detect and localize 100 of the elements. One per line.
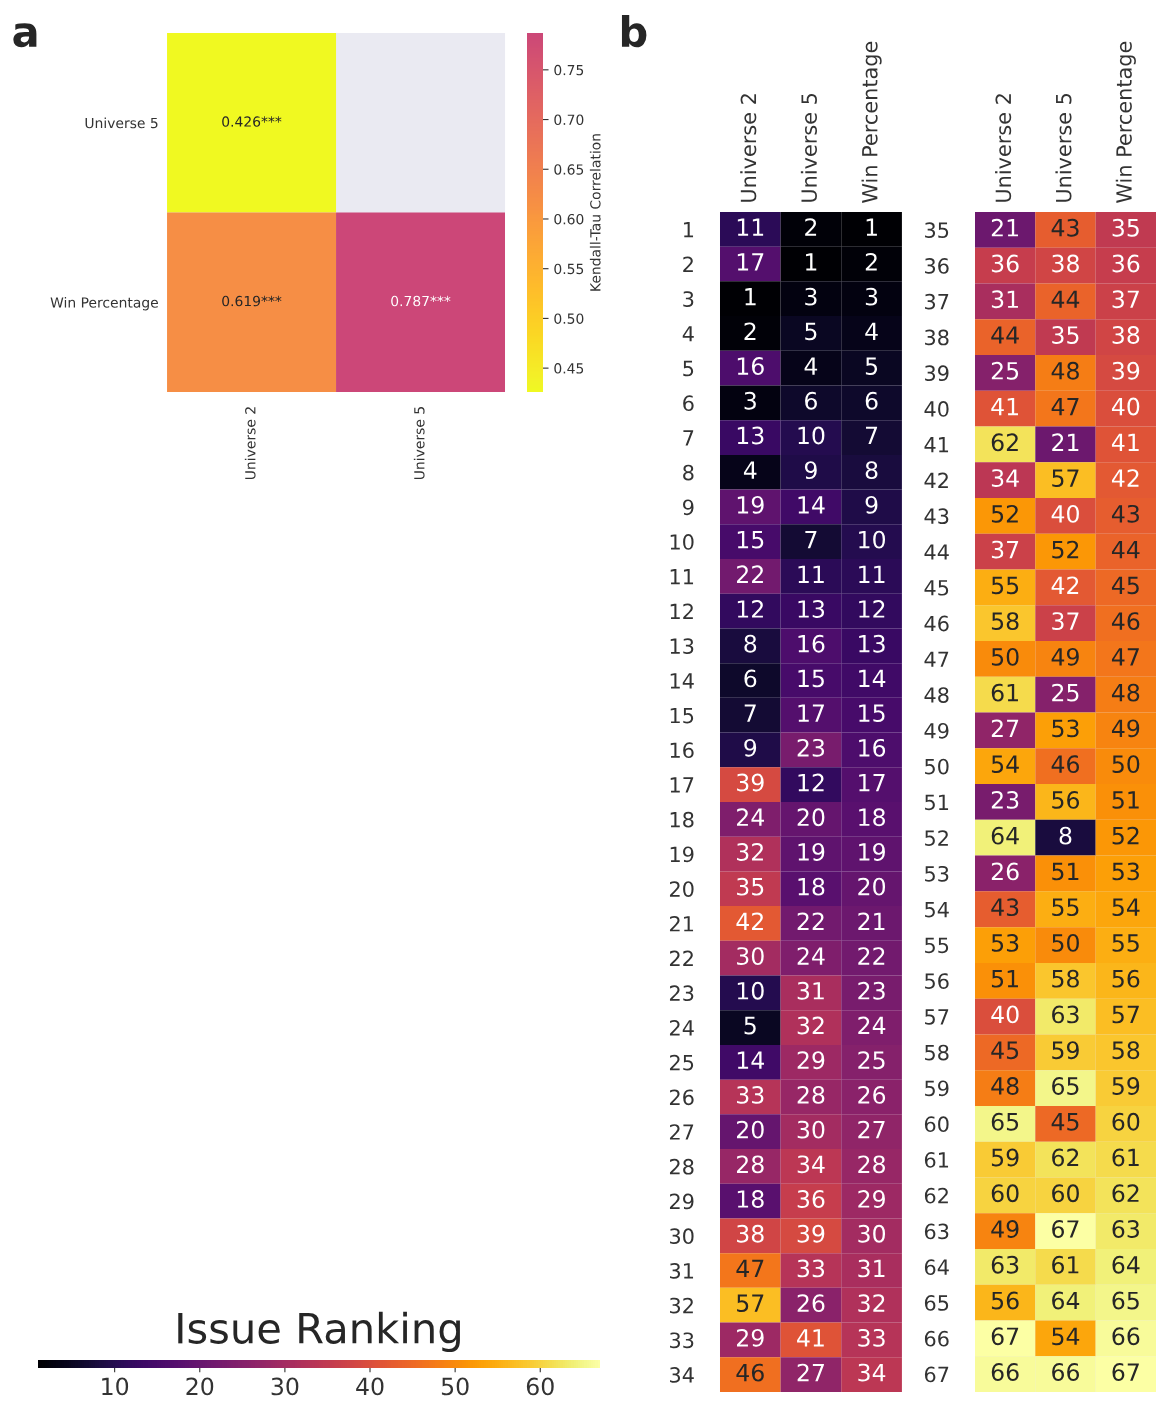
data-label: 52 [1112, 826, 1139, 845]
data-label: 27 [858, 1120, 885, 1139]
data-label: 57 [737, 1294, 764, 1313]
text: b [621, 14, 647, 48]
data-label: 41 [1111, 433, 1139, 451]
data-label: 36 [1112, 254, 1140, 273]
x-tick-label: Universe 2 [244, 407, 256, 480]
data-label: 15 [737, 530, 764, 549]
data-label: 64 [1112, 1255, 1140, 1274]
data-label: 23 [858, 981, 885, 1000]
data-label: 1 [745, 288, 756, 306]
data-label: 15 [798, 669, 824, 688]
data-label: 31 [858, 1259, 885, 1278]
data-label: 62 [1052, 1148, 1079, 1167]
y-tick-label: 14 [670, 673, 694, 689]
y-tick-label: 25 [669, 1054, 694, 1071]
data-label: 32 [797, 1016, 824, 1035]
y-tick-label: 56 [925, 973, 949, 989]
color-bar-label: 0.55 [554, 263, 584, 275]
data-label: 46 [736, 1363, 764, 1382]
color-bar-label: 0.75 [554, 64, 584, 76]
y-tick-label: 11 [670, 569, 694, 585]
y-tick-label: 41 [924, 437, 949, 453]
data-label: 45 [1111, 576, 1139, 595]
data-label: 11 [737, 218, 764, 236]
data-label: 36 [797, 1190, 825, 1208]
data-label: 23 [797, 738, 825, 757]
y-tick-label: 13 [670, 638, 694, 654]
data-label: 59 [991, 1148, 1019, 1167]
data-label: 47 [1051, 397, 1079, 416]
data-label: 59 [1052, 1041, 1079, 1060]
data-label: 58 [1112, 1041, 1140, 1060]
data-label: 10 [737, 981, 764, 1000]
data-label: 65 [1112, 1291, 1139, 1310]
data-label: 56 [1112, 969, 1140, 988]
data-label: 65 [991, 1112, 1019, 1131]
data-label: 12 [798, 773, 824, 792]
y-tick-label: 54 [925, 901, 949, 918]
data-label: 8 [865, 461, 878, 480]
data-label: 5 [865, 357, 878, 375]
data-label: 3 [865, 287, 878, 306]
x-tick-label: Win Percentage [1115, 41, 1136, 203]
data-label: 12 [737, 600, 763, 618]
data-label: 24 [858, 1016, 886, 1035]
data-label: 3 [805, 287, 817, 306]
data-label: 28 [797, 1085, 825, 1104]
color-bar-label: 50 [441, 1377, 469, 1396]
y-tick-label: 55 [925, 937, 949, 954]
data-label: 38 [1052, 254, 1079, 273]
data-label: 25 [1052, 683, 1079, 702]
data-label: 9 [744, 738, 757, 757]
data-label: 7 [805, 530, 817, 549]
data-label: 10 [798, 426, 825, 445]
color-bar-title: Kendall-Tau Correlation [589, 134, 601, 291]
data-label: 0.619*** [222, 295, 282, 307]
y-tick-label: 5 [683, 360, 694, 377]
color-bar-label: 30 [271, 1377, 299, 1396]
data-label: 42 [1051, 576, 1079, 594]
data-label: 44 [1051, 290, 1080, 308]
data-label: 1 [806, 253, 817, 271]
y-tick-label: 26 [669, 1089, 694, 1106]
data-label: 39 [797, 1224, 825, 1243]
text: a [13, 23, 37, 48]
data-label: 38 [1112, 326, 1140, 344]
data-label: 47 [736, 1259, 764, 1278]
y-tick-label: 49 [924, 722, 949, 739]
data-label: 6 [805, 391, 817, 410]
data-label: 18 [859, 808, 885, 827]
y-tick-label: 3 [683, 291, 694, 307]
data-label: 34 [991, 469, 1019, 487]
y-tick-label: 53 [925, 865, 949, 882]
data-label: 17 [737, 253, 764, 271]
y-tick-label: 66 [924, 1330, 949, 1347]
data-label: 58 [1052, 969, 1079, 988]
y-tick-label: 16 [670, 742, 694, 759]
data-label: 23 [991, 790, 1019, 809]
data-label: 62 [1112, 1184, 1139, 1203]
data-label: 4 [743, 461, 757, 479]
color-bar-label: 0.60 [554, 213, 584, 225]
color-bar-label: 0.65 [554, 164, 584, 175]
data-label: 9 [804, 461, 817, 480]
data-label: 28 [858, 1155, 885, 1174]
data-label: 40 [1051, 504, 1079, 523]
data-label: 50 [1052, 934, 1079, 952]
y-tick-label: 12 [670, 603, 693, 619]
data-label: 52 [1052, 540, 1079, 559]
y-tick-label: 27 [669, 1124, 694, 1140]
y-tick-label: 15 [670, 707, 694, 724]
data-label: 11 [798, 565, 824, 583]
data-label: 15 [859, 704, 885, 723]
data-label: 49 [1111, 719, 1140, 738]
data-label: 4 [804, 357, 818, 375]
data-label: 25 [991, 361, 1019, 380]
data-label: 48 [1111, 683, 1140, 702]
data-label: 25 [858, 1051, 885, 1070]
data-label: 40 [1111, 397, 1140, 416]
data-label: 49 [991, 1220, 1019, 1238]
data-label: 60 [991, 1184, 1019, 1203]
data-label: 39 [737, 773, 764, 792]
data-label: 66 [1052, 1363, 1080, 1381]
